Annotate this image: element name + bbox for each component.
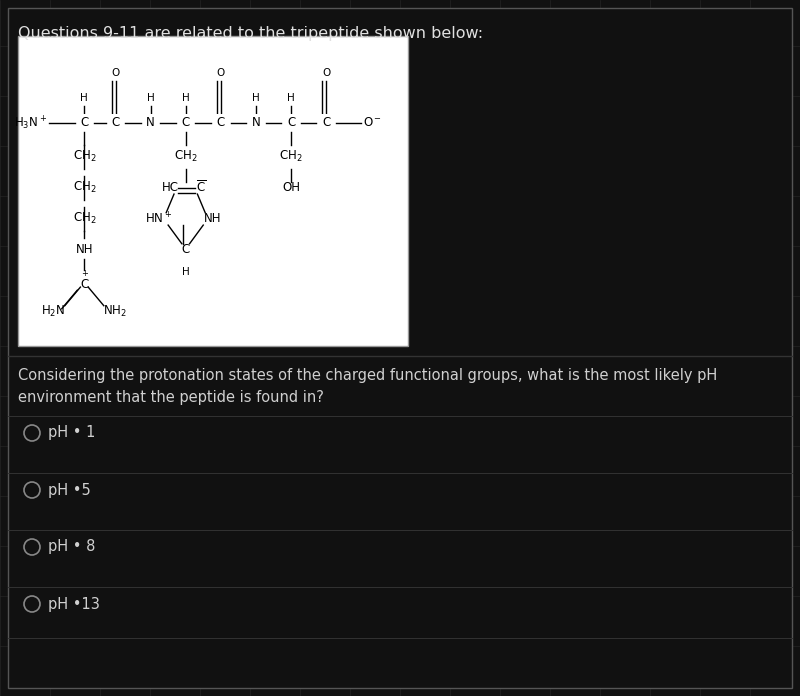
- Text: OH: OH: [282, 182, 300, 194]
- Text: $\mathsf{CH_2}$: $\mathsf{CH_2}$: [73, 180, 96, 196]
- Text: pH • 1: pH • 1: [48, 425, 95, 441]
- Text: pH •5: pH •5: [48, 482, 90, 498]
- Text: Considering the protonation states of the charged functional groups, what is the: Considering the protonation states of th…: [18, 368, 718, 405]
- Text: C: C: [322, 116, 330, 129]
- Text: H: H: [182, 267, 190, 276]
- Text: $\mathsf{\overline{C}}$: $\mathsf{\overline{C}}$: [196, 180, 206, 196]
- Text: $\mathsf{\overset{+}{C}}$: $\mathsf{\overset{+}{C}}$: [79, 270, 89, 292]
- Text: $\mathsf{CH_2}$: $\mathsf{CH_2}$: [174, 150, 198, 164]
- Text: pH •13: pH •13: [48, 596, 100, 612]
- Text: $\mathsf{HN^+}$: $\mathsf{HN^+}$: [145, 212, 172, 227]
- Bar: [18, 36, 408, 346]
- Text: O: O: [322, 68, 330, 78]
- Text: NH: NH: [204, 212, 222, 226]
- Text: C: C: [217, 116, 225, 129]
- Text: O: O: [111, 68, 120, 78]
- Text: $\mathsf{CH_2}$: $\mathsf{CH_2}$: [279, 150, 302, 164]
- Text: N: N: [146, 116, 155, 129]
- Text: H: H: [287, 93, 295, 103]
- Text: C: C: [111, 116, 120, 129]
- Text: $\mathsf{O^-}$: $\mathsf{O^-}$: [363, 116, 382, 129]
- Text: $\mathsf{CH_2}$: $\mathsf{CH_2}$: [73, 150, 96, 164]
- Text: H: H: [146, 93, 154, 103]
- Text: O: O: [217, 68, 225, 78]
- Text: $\mathsf{H_3N^+}$: $\mathsf{H_3N^+}$: [14, 114, 47, 132]
- Text: $\mathsf{NH_2}$: $\mathsf{NH_2}$: [103, 304, 127, 319]
- Text: Questions 9-11 are related to the tripeptide shown below:: Questions 9-11 are related to the tripep…: [18, 26, 483, 41]
- Text: HC: HC: [162, 182, 178, 194]
- Text: $\mathsf{H_2N}$: $\mathsf{H_2N}$: [41, 304, 65, 319]
- Text: H: H: [252, 93, 260, 103]
- Text: C: C: [182, 116, 190, 129]
- Text: H: H: [182, 93, 190, 103]
- Text: $\mathsf{CH_2}$: $\mathsf{CH_2}$: [73, 212, 96, 226]
- Text: pH • 8: pH • 8: [48, 539, 95, 555]
- Text: NH: NH: [75, 244, 93, 256]
- Text: C: C: [80, 116, 89, 129]
- Text: C: C: [182, 244, 190, 256]
- Text: C: C: [287, 116, 295, 129]
- Text: N: N: [251, 116, 260, 129]
- Text: H: H: [81, 93, 88, 103]
